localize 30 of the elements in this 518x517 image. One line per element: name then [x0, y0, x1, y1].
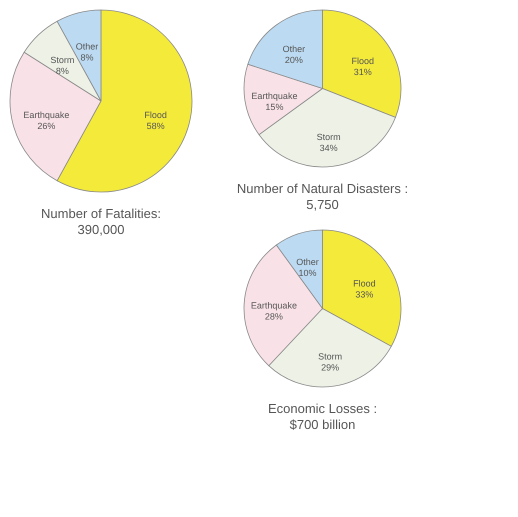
data-label: 28% — [264, 311, 283, 322]
slice-label: Other — [76, 41, 98, 52]
text: 5,750 — [306, 197, 339, 212]
data-label: 10% — [298, 268, 316, 278]
text: 390,000 — [78, 222, 124, 237]
text: Number of Fatalities: — [41, 206, 161, 221]
slice-label: Flood — [144, 110, 167, 120]
slice-label: Flood — [351, 56, 374, 66]
data-label: 31% — [354, 67, 372, 78]
slice-label: Storm — [318, 352, 342, 362]
slice-label: Storm — [50, 54, 74, 65]
text: $700 billion — [290, 417, 356, 432]
slice-label: Other — [296, 257, 319, 268]
data-label: 8% — [80, 52, 94, 62]
slice-label: Earthquake — [250, 300, 297, 310]
data-label: 33% — [355, 290, 374, 300]
data-label: 20% — [284, 55, 303, 66]
slice-label: Other — [282, 44, 306, 54]
slice-label: Earthquake — [251, 91, 298, 102]
slice-label: Storm — [316, 132, 341, 142]
slice-label: Earthquake — [23, 110, 70, 120]
data-label: 34% — [320, 142, 338, 153]
data-label: 26% — [37, 121, 56, 132]
slice-label: Flood — [353, 278, 376, 289]
data-label: 58% — [146, 121, 165, 132]
data-label: 8% — [56, 66, 69, 76]
data-label: 29% — [321, 362, 340, 373]
text: Economic Losses : — [268, 401, 378, 416]
text: Number of Natural Disasters : — [236, 181, 408, 196]
data-label: 15% — [265, 102, 284, 112]
